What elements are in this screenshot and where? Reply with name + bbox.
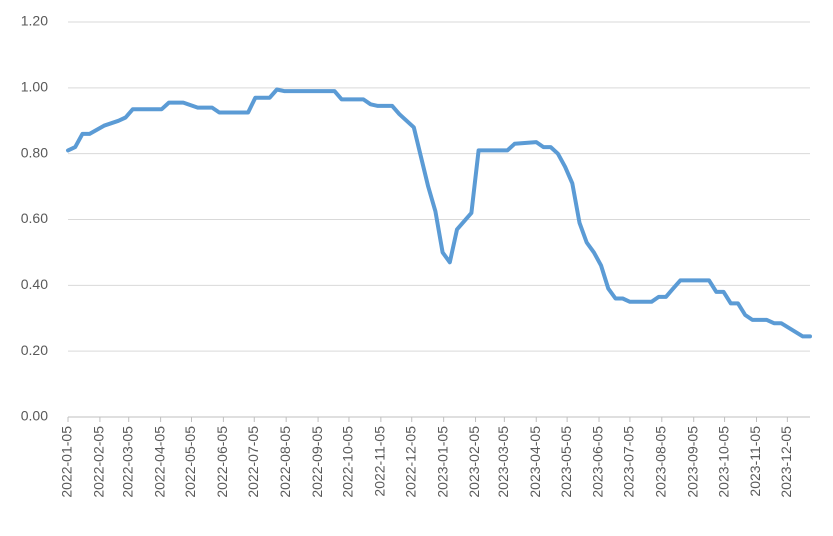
x-tick-label: 2022-05-05 (182, 426, 198, 498)
y-tick-label: 0.20 (21, 342, 48, 358)
x-tick-label: 2023-10-05 (715, 426, 731, 498)
x-tick-label: 2023-02-05 (466, 426, 482, 498)
x-tick-label: 2022-06-05 (214, 426, 230, 498)
x-tick-label: 2023-12-05 (778, 426, 794, 498)
x-tick-label: 2023-05-05 (558, 426, 574, 498)
y-tick-label: 0.40 (21, 276, 48, 292)
x-tick-label: 2022-08-05 (277, 426, 293, 498)
x-tick-label: 2022-01-05 (59, 426, 75, 498)
x-tick-label: 2022-02-05 (91, 426, 107, 498)
y-tick-label: 1.00 (21, 79, 48, 95)
x-tick-label: 2023-04-05 (527, 426, 543, 498)
x-tick-label: 2022-11-05 (372, 426, 388, 497)
x-tick-label: 2023-08-05 (653, 426, 669, 498)
x-tick-label: 2022-04-05 (151, 426, 167, 498)
y-tick-label: 0.60 (21, 210, 48, 226)
y-tick-label: 0.80 (21, 144, 48, 160)
x-tick-label: 2023-06-05 (590, 426, 606, 498)
x-tick-label: 2023-07-05 (621, 426, 637, 498)
y-tick-label: 0.00 (21, 408, 48, 424)
data-line (66, 87, 812, 339)
x-tick-label: 2023-01-05 (434, 426, 450, 498)
x-tick-label: 2022-07-05 (245, 426, 261, 498)
x-tick-label: 2023-09-05 (684, 426, 700, 498)
x-tick-label: 2022-10-05 (340, 426, 356, 498)
x-tick-label: 2022-09-05 (309, 426, 325, 498)
x-tick-label: 2022-03-05 (119, 426, 135, 498)
y-tick-label: 1.20 (21, 13, 48, 29)
x-tick-label: 2023-11-05 (747, 426, 763, 497)
x-tick-label: 2022-12-05 (402, 426, 418, 498)
x-tick-label: 2023-03-05 (495, 426, 511, 498)
